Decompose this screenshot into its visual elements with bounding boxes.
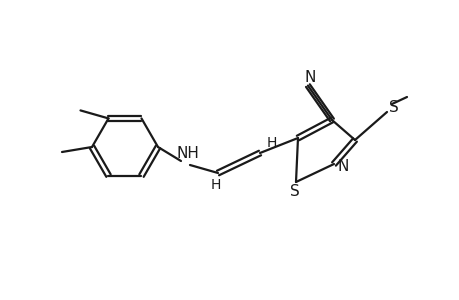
Text: N: N xyxy=(303,70,315,85)
Text: H: H xyxy=(210,178,221,192)
Text: H: H xyxy=(266,136,277,150)
Text: NH: NH xyxy=(176,146,199,160)
Text: S: S xyxy=(388,100,398,115)
Text: S: S xyxy=(290,184,299,199)
Text: N: N xyxy=(336,158,348,173)
